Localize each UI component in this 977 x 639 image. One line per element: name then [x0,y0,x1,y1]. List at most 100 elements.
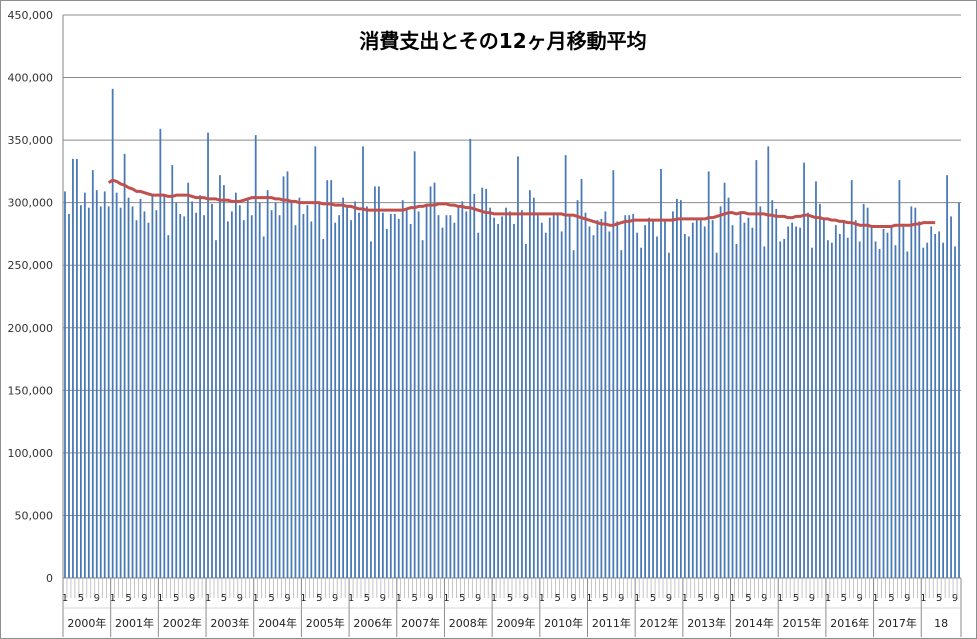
bar [580,178,583,578]
bar [513,223,515,579]
month-label: 5 [459,593,465,604]
bar [262,236,265,579]
bar [612,170,615,579]
month-label: 1 [539,593,545,604]
month-label: 5 [125,593,131,604]
bar [743,222,746,578]
bar [540,222,543,578]
month-label: 5 [316,593,322,604]
bar [489,207,492,578]
bar [389,213,392,578]
bar [318,203,321,578]
bar [350,220,352,578]
bar [719,206,722,579]
bar [711,220,714,578]
month-label: 9 [904,593,910,604]
month-label: 1 [777,593,783,604]
bar [322,238,325,578]
bar [687,236,690,579]
bar [99,206,102,579]
bar [664,220,666,578]
bar [950,216,952,578]
bar [930,226,933,578]
bar [310,221,313,578]
month-label: 9 [380,593,386,604]
month-label: 1 [825,593,831,604]
bar [409,223,412,579]
year-label: 2017年 [878,616,917,630]
bar [234,192,237,578]
bar [139,198,142,578]
bar [906,251,909,578]
bar [441,227,444,578]
bar [958,202,960,578]
bar [175,202,178,578]
bar [68,213,70,578]
bar [552,215,555,578]
bar [250,215,253,578]
bar [536,215,539,578]
bar [528,190,531,578]
bar [525,243,527,578]
bar [763,246,766,578]
bar [429,186,432,578]
bar [274,202,277,578]
month-label: 5 [888,593,894,604]
gridlines [62,14,961,579]
bar [874,241,877,578]
y-tick-label: 250,000 [8,259,54,272]
month-label: 1 [396,593,402,604]
bar [902,223,905,579]
month-label: 9 [189,593,195,604]
bar [727,197,730,578]
year-label: 2010年 [544,616,583,630]
bar [123,153,126,578]
bar [842,222,845,578]
bar [532,197,535,578]
bar [890,226,893,578]
bar [954,246,956,578]
y-tick-label: 50,000 [15,509,54,522]
bar [370,241,372,578]
bar [445,215,448,578]
bar [683,233,686,578]
bar [223,185,225,578]
bar [83,192,86,578]
bar [846,237,849,578]
bar [556,213,559,578]
month-label: 1 [634,593,640,604]
month-label: 9 [237,593,243,604]
bar [632,213,635,578]
year-label: 2002年 [163,616,202,630]
bar [668,252,670,578]
y-tick-label: 400,000 [8,72,54,85]
bar [421,240,424,578]
year-label: 2001年 [115,616,154,630]
y-tick-label: 450,000 [8,9,54,22]
bar [167,235,170,578]
month-label: 9 [666,593,672,604]
month-label: 9 [284,593,290,604]
bar [775,208,778,578]
year-label: 2003年 [210,616,249,630]
bar [886,232,889,578]
y-axis-labels: 0 50,000 100,000 150,000 200,000 250,000 300,0… [8,9,54,585]
bar [695,220,698,578]
bar [767,146,770,578]
bar [95,190,98,578]
bar [103,191,106,578]
month-label: 1 [300,593,306,604]
year-label: 2012年 [640,616,679,630]
bar [246,198,249,578]
month-label: 5 [602,593,608,604]
bar [306,205,309,578]
bar [826,240,829,578]
bar [862,203,865,578]
bar [779,241,782,578]
month-label: 1 [348,593,354,604]
bar [731,225,734,579]
bar [159,128,162,578]
bar [493,217,496,578]
bar [898,180,901,578]
